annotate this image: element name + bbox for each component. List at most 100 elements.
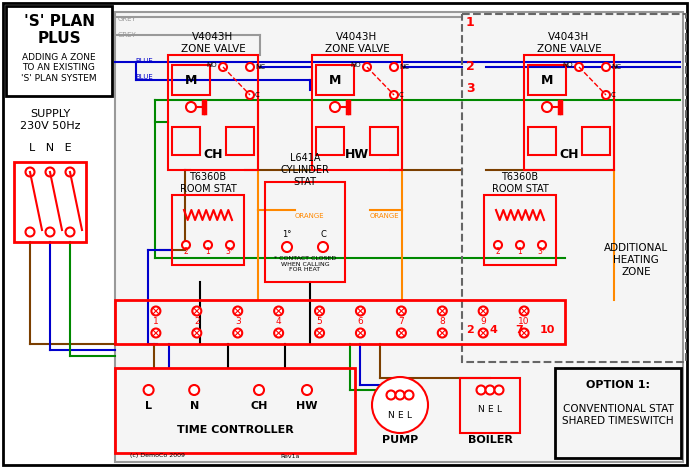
Text: 1: 1	[466, 15, 475, 29]
Bar	[524, 55, 614, 170]
Text: 1: 1	[206, 248, 210, 256]
Bar	[172, 195, 244, 265]
Text: GREY: GREY	[118, 32, 137, 38]
Circle shape	[226, 241, 234, 249]
Text: M: M	[329, 73, 341, 87]
Text: NC: NC	[255, 64, 265, 70]
Text: BLUE: BLUE	[135, 74, 152, 80]
Circle shape	[182, 241, 190, 249]
Circle shape	[193, 329, 201, 337]
Text: E: E	[487, 405, 493, 415]
Circle shape	[274, 329, 283, 337]
Text: 4: 4	[276, 317, 282, 327]
Bar	[316, 65, 354, 95]
Text: 7: 7	[515, 325, 523, 335]
Text: 6: 6	[357, 317, 364, 327]
Circle shape	[479, 329, 488, 337]
Bar	[172, 127, 200, 155]
Text: CH: CH	[560, 148, 579, 161]
Text: HW: HW	[345, 148, 369, 161]
Text: 7: 7	[399, 317, 404, 327]
Circle shape	[602, 91, 610, 99]
Circle shape	[315, 307, 324, 315]
Text: L: L	[497, 405, 502, 415]
Circle shape	[46, 227, 55, 236]
Text: 1: 1	[153, 317, 159, 327]
Circle shape	[520, 307, 529, 315]
Text: N: N	[388, 410, 395, 419]
Circle shape	[282, 242, 292, 252]
Text: E: E	[397, 410, 403, 419]
Text: BLUE: BLUE	[135, 58, 152, 64]
Text: NO: NO	[562, 62, 573, 68]
Circle shape	[538, 241, 546, 249]
Circle shape	[151, 307, 160, 315]
Text: M: M	[185, 73, 197, 87]
Text: CH: CH	[250, 401, 268, 411]
Circle shape	[246, 63, 254, 71]
Bar	[6, 6, 112, 96]
Circle shape	[397, 329, 406, 337]
Circle shape	[494, 241, 502, 249]
Text: (c) DemoCo 2009: (c) DemoCo 2009	[130, 453, 185, 459]
Text: ORANGE: ORANGE	[370, 213, 400, 219]
Circle shape	[246, 91, 254, 99]
Text: 3*: 3*	[226, 248, 235, 256]
Circle shape	[404, 390, 413, 400]
Text: C: C	[611, 92, 615, 98]
Text: ADDING A ZONE
TO AN EXISTING
'S' PLAN SYSTEM: ADDING A ZONE TO AN EXISTING 'S' PLAN SY…	[21, 53, 97, 83]
Bar	[555, 368, 681, 458]
Text: PUMP: PUMP	[382, 435, 418, 445]
Text: 'S' PLAN
PLUS: 'S' PLAN PLUS	[23, 14, 95, 46]
Circle shape	[193, 307, 201, 315]
Bar	[462, 14, 686, 362]
Bar	[370, 127, 398, 155]
Text: BOILER: BOILER	[468, 435, 513, 445]
Text: T6360B
ROOM STAT: T6360B ROOM STAT	[179, 172, 237, 194]
Bar	[528, 127, 556, 155]
Text: 1: 1	[518, 248, 522, 256]
Circle shape	[330, 102, 340, 112]
Text: N: N	[477, 405, 484, 415]
Bar	[460, 378, 520, 433]
Text: 2: 2	[194, 317, 199, 327]
Text: 2: 2	[466, 325, 474, 335]
Bar	[312, 55, 402, 170]
Text: NC: NC	[399, 64, 409, 70]
Circle shape	[219, 63, 227, 71]
Circle shape	[495, 386, 504, 395]
Text: M: M	[541, 73, 553, 87]
Circle shape	[151, 329, 160, 337]
Circle shape	[233, 329, 242, 337]
Text: * CONTACT CLOSED
WHEN CALLING
FOR HEAT: * CONTACT CLOSED WHEN CALLING FOR HEAT	[274, 256, 336, 272]
Circle shape	[516, 241, 524, 249]
Circle shape	[390, 91, 398, 99]
Text: V4043H
ZONE VALVE: V4043H ZONE VALVE	[324, 32, 389, 54]
Text: HW: HW	[296, 401, 318, 411]
Text: ORANGE: ORANGE	[295, 213, 324, 219]
Text: C: C	[399, 92, 404, 98]
Circle shape	[479, 307, 488, 315]
Circle shape	[486, 386, 495, 395]
Circle shape	[66, 168, 75, 176]
Text: V4043H
ZONE VALVE: V4043H ZONE VALVE	[537, 32, 602, 54]
Text: 2: 2	[184, 248, 188, 256]
Circle shape	[144, 385, 154, 395]
Text: NO: NO	[351, 62, 361, 68]
Text: 4: 4	[490, 325, 498, 335]
Text: N: N	[190, 401, 199, 411]
Text: L: L	[145, 401, 152, 411]
Text: SUPPLY
230V 50Hz: SUPPLY 230V 50Hz	[20, 109, 80, 131]
Bar	[115, 12, 683, 462]
Text: CH: CH	[204, 148, 223, 161]
Text: GREY: GREY	[118, 16, 137, 22]
Circle shape	[318, 242, 328, 252]
Circle shape	[356, 329, 365, 337]
Circle shape	[46, 168, 55, 176]
Circle shape	[315, 329, 324, 337]
Circle shape	[390, 63, 398, 71]
Circle shape	[186, 102, 196, 112]
Text: ADDITIONAL
HEATING
ZONE: ADDITIONAL HEATING ZONE	[604, 243, 668, 277]
Circle shape	[233, 307, 242, 315]
Text: L: L	[406, 410, 411, 419]
